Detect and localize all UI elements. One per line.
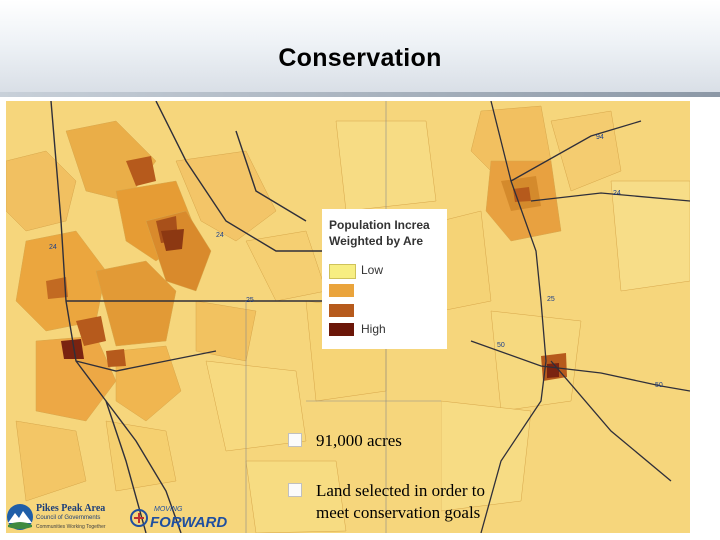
highway-label: 24 (49, 244, 57, 251)
bullet-item: Land selected in order to meet conservat… (288, 480, 485, 524)
highway-label: 25 (547, 296, 555, 303)
map-right-roads (470, 101, 690, 533)
highway-label: 50 (655, 382, 663, 389)
ppacg-logo: Pikes Peak Area Council of Governments C… (6, 499, 122, 535)
mountain-logo-icon (7, 504, 33, 530)
highway-label: 24 (216, 232, 224, 239)
legend-swatch (329, 323, 354, 336)
legend-label: High (361, 322, 386, 336)
legend-label: Low (361, 263, 384, 277)
map-left-highway-shields: 24 24 25 (49, 232, 254, 304)
map-right-hotspots (501, 176, 567, 381)
ppacg-tagline: Communities Working Together (36, 524, 106, 530)
bullet-marker (288, 483, 302, 497)
header-rule (0, 92, 720, 97)
map-right-parcels (441, 105, 690, 512)
bullet-marker (288, 433, 302, 447)
map-left-parcels (6, 120, 437, 533)
map-legend: Population Increa Weighted by Are Low Hi… (322, 209, 447, 349)
highway-label: 25 (246, 297, 254, 304)
legend-swatch (329, 284, 354, 297)
moving-forward-mark: MOVING FORWARD (130, 506, 227, 531)
legend-swatch (329, 264, 356, 279)
highway-label: 50 (497, 342, 505, 349)
legend-title: Population Increa Weighted by Are (329, 217, 430, 249)
slide-title: Conservation (278, 44, 442, 72)
bullet-item: 91,000 acres (288, 430, 402, 452)
map-pueblo: 94 24 25 50 50 (441, 101, 690, 533)
legend-swatch (329, 304, 354, 317)
legend-title-line1: Population Increa (329, 218, 430, 232)
highway-label: 24 (613, 190, 621, 197)
bullet-text: 91,000 acres (316, 431, 402, 450)
slide-header: Conservation (0, 0, 720, 97)
map-right-highway-shields: 94 24 25 50 50 (497, 134, 663, 389)
moving-forward-logo: MOVING FORWARD (128, 501, 234, 535)
highway-label: 94 (596, 134, 604, 141)
legend-title-line2: Weighted by Are (329, 234, 424, 248)
ppacg-name: Pikes Peak Area (36, 503, 106, 514)
moving-forward-top: MOVING (154, 506, 183, 513)
ppacg-subtitle: Council of Governments (36, 515, 101, 521)
moving-forward-main: FORWARD (150, 514, 227, 531)
map-left-hotspots (46, 156, 184, 367)
map-left-roads (50, 101, 473, 533)
bullet-text: meet conservation goals (316, 503, 481, 522)
bullet-text: Land selected in order to (316, 481, 485, 500)
